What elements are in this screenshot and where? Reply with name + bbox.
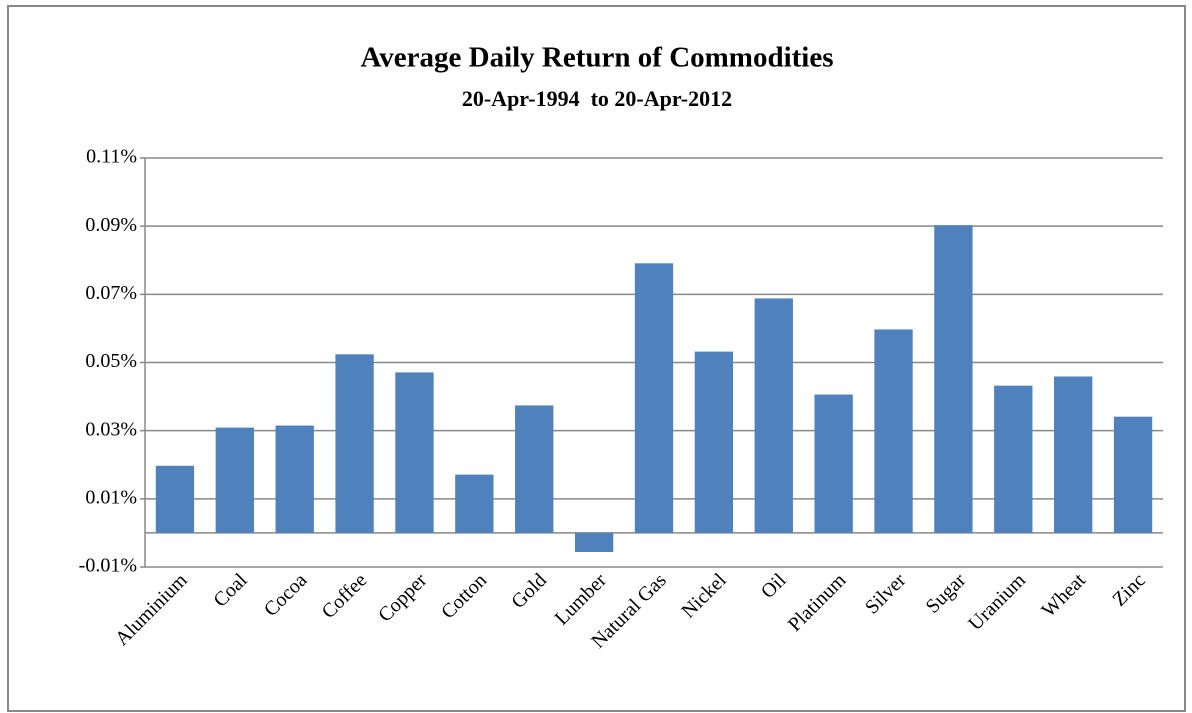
chart-frame bbox=[7, 5, 1186, 712]
bar bbox=[275, 425, 314, 533]
bar bbox=[155, 465, 195, 533]
bar bbox=[335, 354, 374, 533]
y-tick-label: 0.11% bbox=[86, 146, 137, 168]
bar bbox=[874, 329, 913, 533]
y-tick-label: 0.05% bbox=[85, 350, 137, 372]
bar bbox=[215, 427, 254, 533]
bar bbox=[574, 532, 614, 553]
bar bbox=[395, 372, 434, 533]
bar bbox=[455, 474, 494, 533]
bar bbox=[1113, 416, 1153, 533]
chart-title: Average Daily Return of Commodities bbox=[360, 42, 833, 74]
bar bbox=[1054, 376, 1093, 533]
bar bbox=[754, 298, 793, 533]
y-tick-label: -0.01% bbox=[79, 555, 137, 577]
bar bbox=[694, 351, 734, 533]
y-tick-label: 0.01% bbox=[85, 486, 137, 508]
y-tick-label: 0.09% bbox=[85, 214, 137, 236]
bar bbox=[934, 225, 973, 533]
bar bbox=[634, 263, 674, 533]
bar bbox=[994, 385, 1033, 533]
bar bbox=[515, 405, 554, 533]
y-tick-label: 0.03% bbox=[85, 418, 137, 440]
chart-subtitle: 20-Apr-1994 to 20-Apr-2012 bbox=[462, 86, 732, 111]
y-tick-label: 0.07% bbox=[85, 282, 137, 304]
bar bbox=[814, 394, 853, 533]
